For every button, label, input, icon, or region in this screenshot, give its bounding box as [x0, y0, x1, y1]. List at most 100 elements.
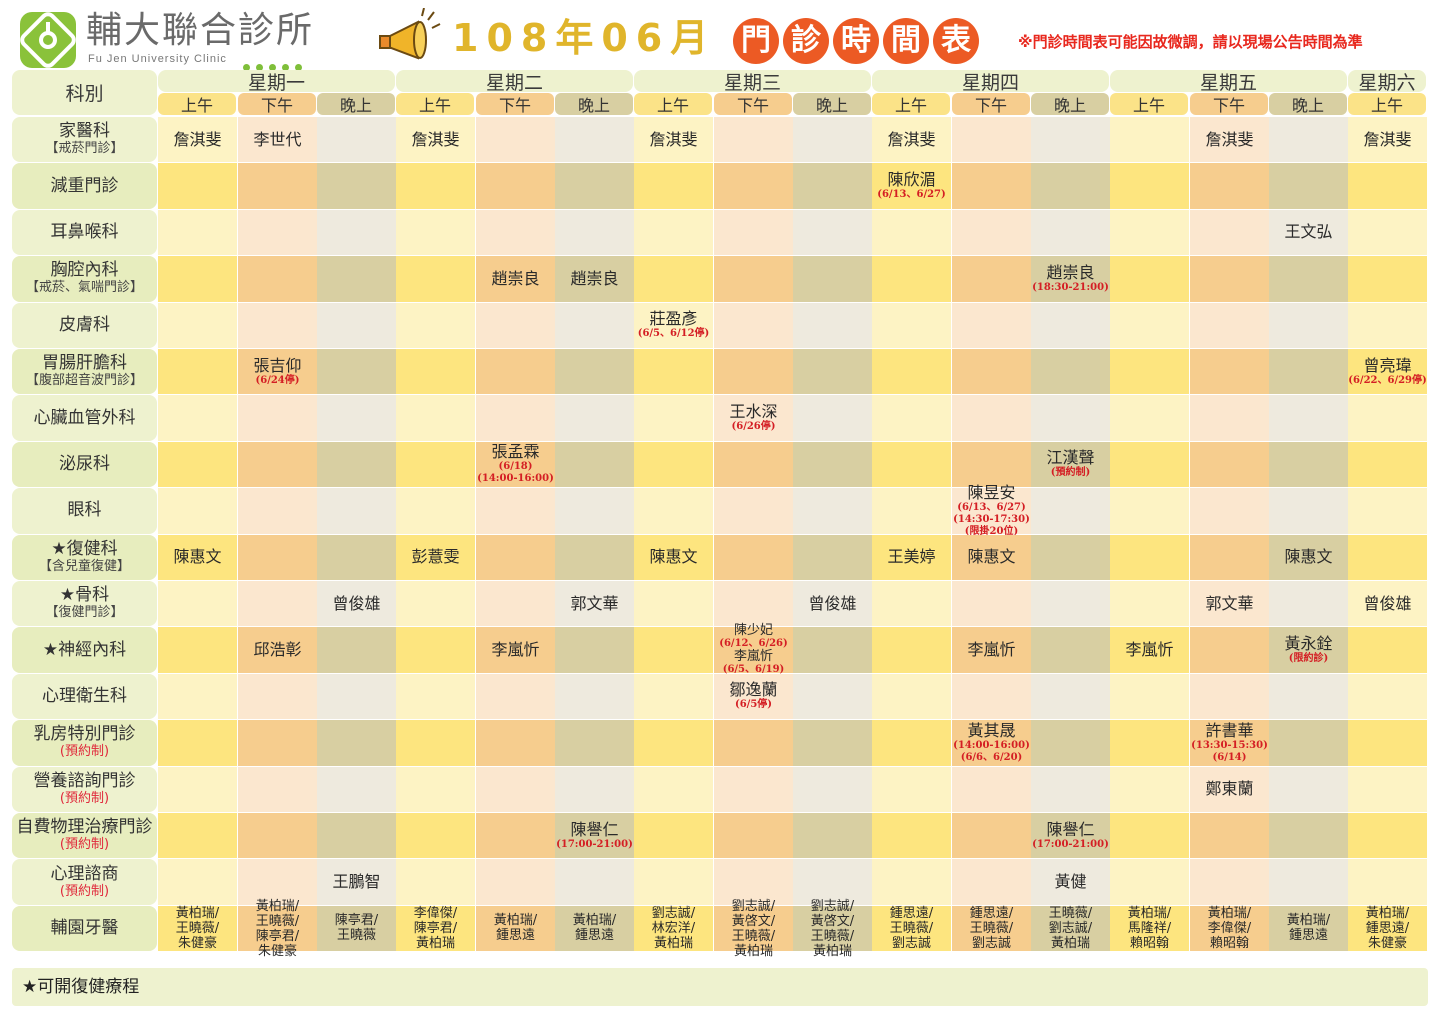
schedule-cell [793, 673, 872, 720]
schedule-cell [555, 720, 634, 766]
doctor-name: 陳譽仁 [570, 819, 619, 839]
schedule-cell: 王鵬智 [317, 859, 396, 905]
schedule-cell: 陳惠文 [158, 534, 237, 580]
dept-sub: 【腹部超音波門診】 [25, 373, 143, 389]
schedule-cell [1190, 813, 1269, 859]
dept-label: ★骨科 【復健門診】 [12, 581, 157, 627]
slot-header-label: 上午 [656, 96, 689, 115]
schedule-cell [952, 349, 1031, 395]
schedule-cell: 李世代 [238, 117, 317, 163]
schedule-cell [1110, 163, 1189, 209]
schedule-cell [634, 720, 713, 766]
schedule-cell: 黃健 [1031, 859, 1110, 905]
slot-header: 上午 [634, 93, 712, 115]
doctor-name: 詹淇斐 [411, 129, 460, 149]
schedule-cell [1348, 441, 1427, 488]
schedule-cell [476, 859, 555, 905]
schedule-cell: 陳欣湄 (6/13、6/27) [872, 163, 951, 209]
doctor-name: 陳惠文 [1284, 547, 1333, 567]
doctor-name: 郭文華 [570, 593, 619, 613]
dept-label: 胃腸肝膽科 【腹部超音波門診】 [12, 349, 157, 395]
dentist-name: 劉志誠 [891, 935, 931, 951]
schedule-cell [1348, 627, 1427, 673]
schedule-cell [634, 673, 713, 720]
schedule-cell [317, 813, 396, 859]
schedule-cell [238, 673, 317, 720]
schedule-cell [952, 766, 1031, 812]
schedule-cell [1031, 766, 1110, 812]
schedule-cell [872, 673, 951, 720]
schedule-cell [396, 627, 475, 673]
schedule-note: (限約診) [1288, 653, 1329, 665]
schedule-cell [1110, 256, 1189, 302]
schedule-cell [952, 302, 1031, 348]
doctor-name: 王美婷 [887, 547, 936, 567]
doctor-name: 陳欣湄 [887, 170, 936, 190]
dentist-name: 黃柏瑞/ [572, 913, 617, 929]
schedule-cell [793, 720, 872, 766]
schedule-cell: 陳亭君/王曉薇 [317, 905, 396, 952]
schedule-cell [872, 256, 951, 302]
dept-sub: (預約制) [59, 790, 110, 806]
schedule-cell [793, 488, 872, 534]
schedule-cell [396, 813, 475, 859]
clinic-logo [20, 12, 76, 68]
schedule-cell: 江漢聲 (預約制) [1031, 441, 1110, 488]
schedule-note: (6/5停) [734, 699, 773, 711]
decorative-dots [243, 56, 308, 75]
schedule-cell [238, 302, 317, 348]
schedule-cell [793, 766, 872, 812]
schedule-cell [1190, 441, 1269, 488]
doctor-name: 陳譽仁 [1046, 819, 1095, 839]
schedule-note: (14:30-17:30) [953, 513, 1030, 525]
schedule-cell: 邱浩彰 [238, 627, 317, 673]
slot-header: 下午 [1190, 93, 1268, 115]
schedule-note: (6/13、6/27) [877, 189, 946, 201]
schedule-cell [396, 209, 475, 256]
schedule-cell [158, 488, 237, 534]
schedule-cell [1031, 534, 1110, 580]
schedule-cell [238, 813, 317, 859]
schedule-cell [476, 209, 555, 256]
dept-sub: 【戒菸門診】 [45, 141, 124, 157]
day-header: 星期二 [396, 70, 633, 94]
schedule-note: (6/18) [498, 461, 533, 473]
schedule-cell [476, 349, 555, 395]
schedule-cell [317, 441, 396, 488]
schedule-cell [1348, 302, 1427, 348]
dept-name: 減重門診 [50, 175, 119, 196]
dentist-name: 黃柏瑞/ [1365, 905, 1410, 921]
schedule-cell [238, 256, 317, 302]
schedule-cell [714, 766, 793, 812]
title-circle-char: 表 [933, 18, 979, 64]
schedule-cell: 趙崇良 (18:30-21:00) [1031, 256, 1110, 302]
dentist-name: 王曉薇/ [1048, 905, 1093, 921]
doctor-name: 王文弘 [1284, 222, 1333, 242]
schedule-cell: 曾俊雄 [317, 581, 396, 627]
schedule-cell [872, 488, 951, 534]
schedule-cell [793, 209, 872, 256]
schedule-cell [1348, 859, 1427, 905]
dentist-name: 鍾思遠/ [1365, 920, 1410, 936]
dentist-name: 朱健豪 [1367, 935, 1407, 951]
dept-header-label: 科別 [65, 83, 104, 105]
dept-sub: 【含兒童復健】 [38, 558, 130, 574]
schedule-cell [555, 117, 634, 163]
dept-label: 營養諮詢門診 (預約制) [12, 766, 157, 812]
dept-label: 心理衛生科 [12, 673, 157, 720]
schedule-cell [238, 534, 317, 580]
schedule-cell: 鍾思遠/王曉薇/劉志誠 [952, 905, 1031, 952]
dentist-name: 朱健豪 [177, 935, 217, 951]
doctor-name: 陳惠文 [173, 547, 222, 567]
schedule-cell [1110, 302, 1189, 348]
schedule-cell [238, 488, 317, 534]
doctor-name: 陳惠文 [649, 547, 698, 567]
schedule-cell [952, 256, 1031, 302]
schedule-cell [634, 859, 713, 905]
schedule-cell [1190, 673, 1269, 720]
schedule-cell [476, 488, 555, 534]
megaphone-icon [378, 7, 442, 70]
slot-header: 上午 [872, 93, 950, 115]
dept-name: 眼科 [67, 500, 102, 521]
schedule-cell [634, 627, 713, 673]
